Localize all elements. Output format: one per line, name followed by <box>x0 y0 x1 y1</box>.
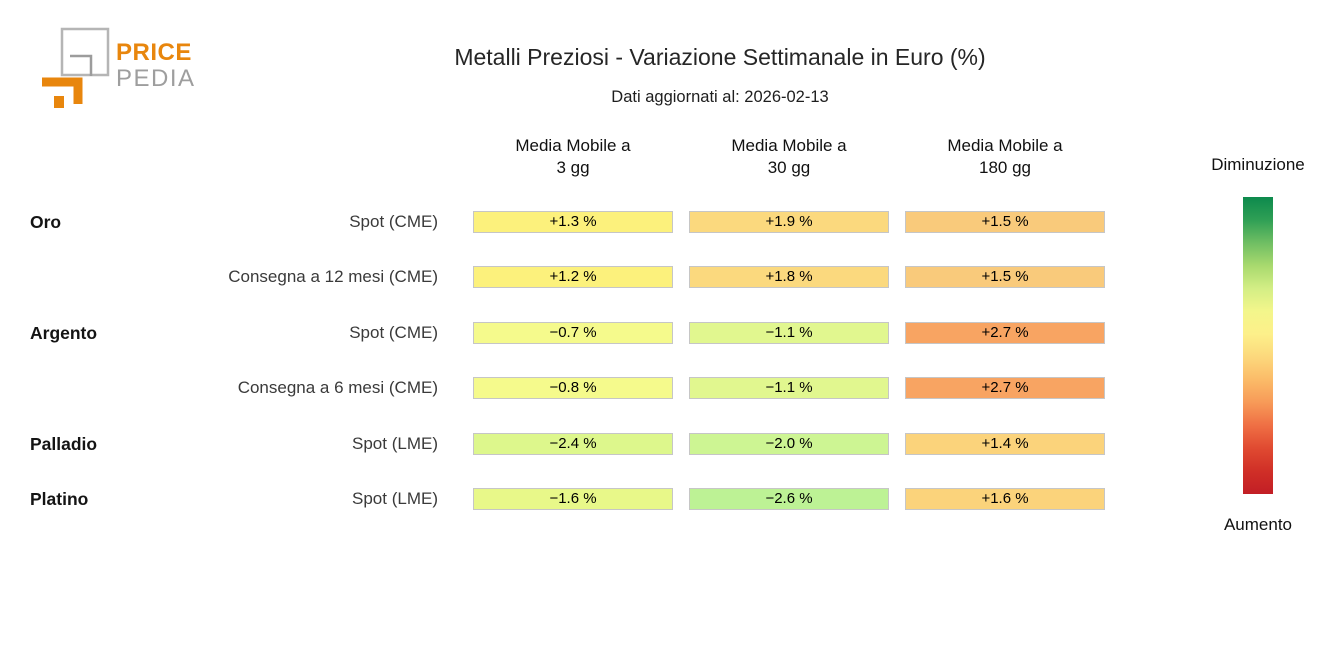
table-row: Palladio Spot (LME) −2.4 % −2.0 % +1.4 % <box>0 433 1320 455</box>
group-label: Platino <box>30 489 89 509</box>
heatmap-cell: −2.4 % <box>473 433 673 455</box>
heatmap-cell: −0.8 % <box>473 377 673 399</box>
legend-label-aumento: Aumento <box>1223 515 1293 534</box>
heatmap-cell: −1.1 % <box>689 377 889 399</box>
row-label: Spot (CME) <box>349 323 438 342</box>
row-label: Spot (CME) <box>349 212 438 231</box>
heatmap-cell: +1.2 % <box>473 266 673 288</box>
column-header-line2: 30 gg <box>767 158 811 177</box>
column-header-line2: 180 gg <box>979 158 1031 177</box>
group-label: Palladio <box>30 434 98 454</box>
heatmap-cell: −2.6 % <box>689 488 889 510</box>
heatmap-cell: +1.3 % <box>473 211 673 233</box>
logo-pedia-label: PEDIA <box>116 65 196 92</box>
page-title: Metalli Preziosi - Variazione Settimanal… <box>454 44 986 70</box>
heatmap-cell: +1.8 % <box>689 266 889 288</box>
column-header-line1: Media Mobile a <box>947 136 1063 155</box>
table-row: Consegna a 6 mesi (CME) −0.8 % −1.1 % +2… <box>0 377 1320 399</box>
legend-label-diminuzione: Diminuzione <box>1211 155 1305 174</box>
pricepedia-logo-text: PRICE PEDIA <box>116 40 196 92</box>
row-label: Consegna a 6 mesi (CME) <box>237 378 438 397</box>
column-header-line2: 3 gg <box>556 158 590 177</box>
table-row: Platino Spot (LME) −1.6 % −2.6 % +1.6 % <box>0 488 1320 510</box>
table-row: Argento Spot (CME) −0.7 % −1.1 % +2.7 % <box>0 322 1320 344</box>
heatmap-cell: +1.4 % <box>905 433 1105 455</box>
heatmap-cell: +1.5 % <box>905 266 1105 288</box>
row-label: Spot (LME) <box>352 434 438 453</box>
heatmap-cell: +1.5 % <box>905 211 1105 233</box>
row-label: Spot (LME) <box>352 489 438 508</box>
pricepedia-logo: PRICE PEDIA <box>38 26 196 108</box>
pricepedia-logo-icon <box>42 27 110 108</box>
table-row: Oro Spot (CME) +1.3 % +1.9 % +1.5 % <box>0 211 1320 233</box>
heatmap-cell: +1.6 % <box>905 488 1105 510</box>
column-header-180gg: Media Mobile a 180 gg <box>905 135 1105 179</box>
heatmap-cell: +2.7 % <box>905 377 1105 399</box>
page-subtitle: Dati aggiornati al: 2026-02-13 <box>611 88 829 106</box>
heatmap-cell: −2.0 % <box>689 433 889 455</box>
column-header-line1: Media Mobile a <box>731 136 847 155</box>
heatmap-cell: −1.1 % <box>689 322 889 344</box>
heatmap-cell: +1.9 % <box>689 211 889 233</box>
column-header-line1: Media Mobile a <box>515 136 631 155</box>
column-header-30gg: Media Mobile a 30 gg <box>689 135 889 179</box>
group-label: Oro <box>30 212 62 232</box>
legend-gradient-bar <box>1243 197 1273 494</box>
heatmap-cell: −0.7 % <box>473 322 673 344</box>
heatmap-cell: −1.6 % <box>473 488 673 510</box>
table-row: Consegna a 12 mesi (CME) +1.2 % +1.8 % +… <box>0 266 1320 288</box>
group-label: Argento <box>30 323 98 343</box>
heatmap-cell: +2.7 % <box>905 322 1105 344</box>
logo-price-label: PRICE <box>116 39 192 66</box>
column-header-3gg: Media Mobile a 3 gg <box>473 135 673 179</box>
row-label: Consegna a 12 mesi (CME) <box>228 267 438 286</box>
